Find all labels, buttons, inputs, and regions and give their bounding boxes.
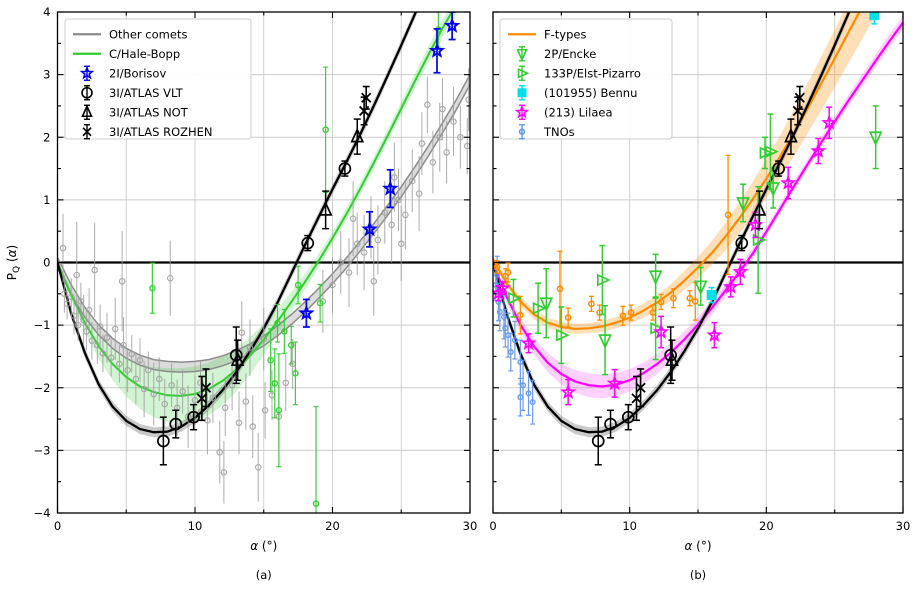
legend-label: (213) Lilaea [544,105,613,119]
legend-label: 2P/Encke [544,47,596,61]
y-tick-label: 1 [43,193,50,207]
series-atlas-not [230,118,365,381]
legend-label: TNOs [543,125,575,139]
x-tick-label: 20 [325,519,340,533]
panel-b-data [493,12,903,466]
x-tick-label: 30 [896,519,911,533]
y-tick-label: 0 [43,256,50,270]
x-axis-label: α (°) [684,539,711,553]
panel-b-x-tick-labels: 0 10 20 30 [489,519,910,533]
series-bennu [706,12,880,304]
x-tick-label: 30 [463,519,478,533]
y-tick-label: −2 [34,381,51,395]
panel-a-legend: Other comets C/Hale-Bopp 2I/Borisov 3I/ATLA… [64,18,252,140]
atlas-fit [493,12,851,434]
legend-label: F-types [544,27,586,41]
legend-label: C/Hale-Bopp [109,47,180,61]
y-tick-label: −4 [34,506,51,520]
lilaea-fit-band [493,15,903,399]
y-tick-labels: 4 3 2 1 0 −1 −2 −3 −4 [34,5,51,520]
y-tick-label: −3 [34,443,51,457]
x-tick-label: 0 [489,519,496,533]
legend-label: 3I/ATLAS ROZHEN [109,125,213,139]
panel-b-caption: (b) [690,568,706,582]
y-tick-label: −1 [34,318,51,332]
x-tick-label: 10 [622,519,637,533]
panel-a-data [57,12,470,513]
x-tick-label: 20 [759,519,774,533]
y-tick-label: 4 [43,5,50,19]
legend-label: 3I/ATLAS VLT [109,86,184,100]
legend-label: 3I/ATLAS NOT [109,105,189,119]
panel-b-ticks [492,11,904,514]
y-tick-label: 2 [43,130,50,144]
series-borisov [298,12,461,328]
panel-b-legend: F-types 2P/Encke 133P/Elst-Pizarro (101955)… [499,18,673,140]
atlas-fit [57,12,418,434]
series-atlas-rozhen [631,85,805,422]
x-axis-label: α (°) [250,539,277,553]
x-tick-label: 10 [188,519,203,533]
y-axis-label: PQ (α) [5,245,22,280]
legend-box [499,18,673,140]
series-atlas-rozhen [196,85,372,422]
legend-box [64,18,252,140]
panel-a-ticks [56,11,471,514]
legend-label: 133P/Elst-Pizarro [544,66,641,80]
x-tick-label: 0 [54,519,61,533]
panel-a-x-tick-labels: 0 10 20 30 [54,519,477,533]
series-f-types [493,154,732,335]
series-atlas-not [665,118,798,381]
series-hale-bopp [149,12,442,513]
series-atlas-vlt [591,160,785,466]
y-tick-label: 3 [43,68,50,82]
f-types-fit [493,12,861,331]
legend-label: Other comets [109,27,187,41]
panel-b: 0 10 20 30 α (°) (b) F-types 2P/Encke 133P/Elst-… [489,11,910,582]
legend-label: 2I/Borisov [109,66,166,80]
legend-label: (101955) Bennu [544,86,637,100]
f-types-fit-band [493,12,876,334]
series-encke [539,105,883,376]
panel-a-caption: (a) [256,568,272,582]
